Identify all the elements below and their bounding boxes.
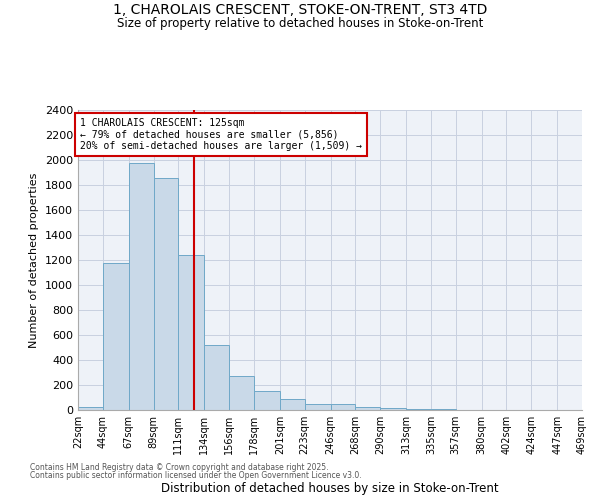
Text: 1, CHAROLAIS CRESCENT, STOKE-ON-TRENT, ST3 4TD: 1, CHAROLAIS CRESCENT, STOKE-ON-TRENT, S…: [113, 2, 487, 16]
Bar: [154, 178, 178, 410]
Text: Size of property relative to detached houses in Stoke-on-Trent: Size of property relative to detached ho…: [117, 18, 483, 30]
Text: Contains public sector information licensed under the Open Government Licence v3: Contains public sector information licen…: [30, 471, 362, 480]
Text: Contains HM Land Registry data © Crown copyright and database right 2025.: Contains HM Land Registry data © Crown c…: [30, 462, 329, 471]
Bar: [380, 408, 406, 410]
Bar: [355, 407, 380, 410]
Bar: [229, 376, 254, 410]
Text: 1 CHAROLAIS CRESCENT: 125sqm
← 79% of detached houses are smaller (5,856)
20% of: 1 CHAROLAIS CRESCENT: 125sqm ← 79% of de…: [80, 118, 362, 150]
Bar: [254, 390, 280, 410]
Bar: [331, 404, 355, 410]
Bar: [204, 345, 229, 410]
Bar: [178, 255, 204, 410]
Bar: [78, 407, 103, 410]
Text: Distribution of detached houses by size in Stoke-on-Trent: Distribution of detached houses by size …: [161, 482, 499, 495]
Bar: [406, 409, 431, 410]
Bar: [129, 163, 154, 410]
Bar: [280, 399, 305, 410]
Bar: [103, 263, 129, 410]
Bar: [305, 404, 331, 410]
Y-axis label: Number of detached properties: Number of detached properties: [29, 172, 40, 348]
